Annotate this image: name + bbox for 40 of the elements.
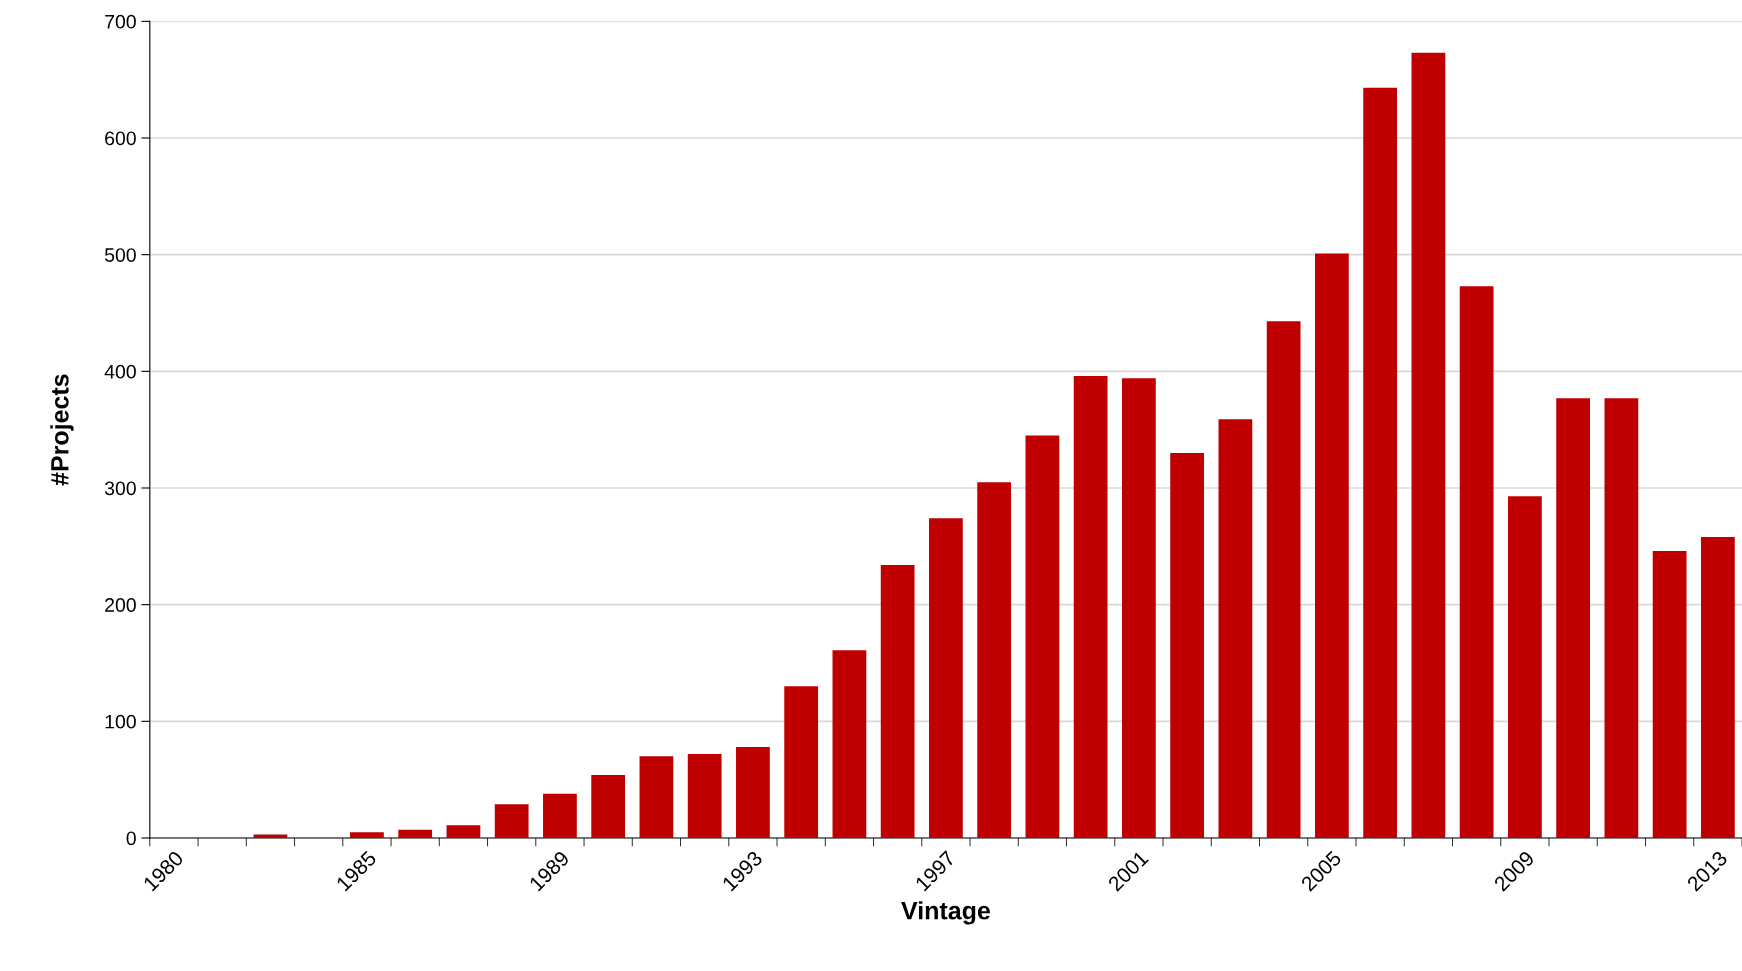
bar <box>1700 536 1735 838</box>
bar <box>1363 87 1398 838</box>
bar <box>591 774 626 838</box>
y-tick-label: 100 <box>105 714 136 729</box>
x-axis-title: Vintage <box>901 901 990 925</box>
bar <box>1411 52 1446 838</box>
y-tick-label: 500 <box>104 248 136 262</box>
bar <box>784 686 819 838</box>
y-tick-label: 300 <box>104 481 136 496</box>
bar <box>1652 550 1687 838</box>
bar <box>736 746 770 838</box>
bar <box>1604 398 1639 838</box>
bar <box>446 825 481 838</box>
bar <box>398 829 433 838</box>
bar <box>350 832 384 838</box>
y-tick-label: 400 <box>104 364 136 379</box>
bar <box>1122 378 1156 838</box>
bar <box>880 564 915 838</box>
y-tick-label: 0 <box>126 831 136 846</box>
bar <box>1556 398 1591 838</box>
bar <box>1459 286 1494 838</box>
y-tick-label: 200 <box>105 598 136 612</box>
bar <box>1315 253 1349 838</box>
bar <box>639 756 674 838</box>
y-tick-label: 700 <box>105 14 136 29</box>
bar <box>1025 435 1060 838</box>
bar <box>687 753 722 838</box>
y-axis-title: #Projects <box>50 374 74 486</box>
bar <box>977 482 1012 838</box>
bar <box>1508 496 1542 838</box>
bar <box>1218 419 1253 838</box>
bar <box>1073 376 1108 838</box>
bar <box>1170 453 1205 838</box>
bar <box>832 650 867 838</box>
bar <box>543 793 577 838</box>
bar <box>494 804 529 838</box>
bar <box>929 518 963 838</box>
bar <box>1266 321 1301 838</box>
y-tick-label: 600 <box>105 131 136 146</box>
bar <box>253 834 288 838</box>
